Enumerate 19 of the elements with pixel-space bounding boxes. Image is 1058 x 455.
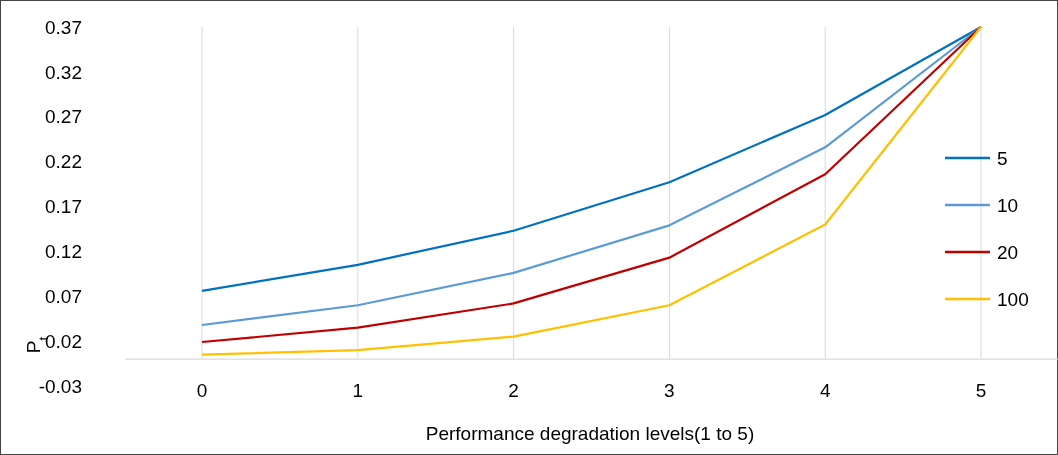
x-tick-label: 3: [664, 380, 675, 401]
x-tick-label: 2: [508, 380, 519, 401]
legend-label: 5: [997, 147, 1008, 169]
x-axis-title: Performance degradation levels(1 to 5): [425, 423, 755, 444]
y-tick-label: 0.22: [45, 151, 82, 173]
y-tick-label: 0.37: [45, 16, 82, 38]
x-tick-label: 0: [196, 380, 208, 401]
y-tick-label: -0.03: [38, 375, 82, 397]
x-tick-label: 4: [819, 380, 831, 401]
y-tick-label: 0.12: [45, 241, 82, 263]
y-tick-label: 0.32: [45, 61, 82, 83]
y-tick-label: 0.17: [45, 196, 82, 218]
y-tick-label: 0.07: [45, 285, 82, 307]
legend-label: 20: [997, 241, 1019, 263]
legend-label: 100: [997, 288, 1029, 310]
x-tick-label: 1: [352, 380, 364, 401]
y-tick-label: 0.27: [45, 106, 82, 128]
legend-label: 10: [997, 194, 1019, 216]
x-tick-label: 5: [975, 380, 987, 401]
